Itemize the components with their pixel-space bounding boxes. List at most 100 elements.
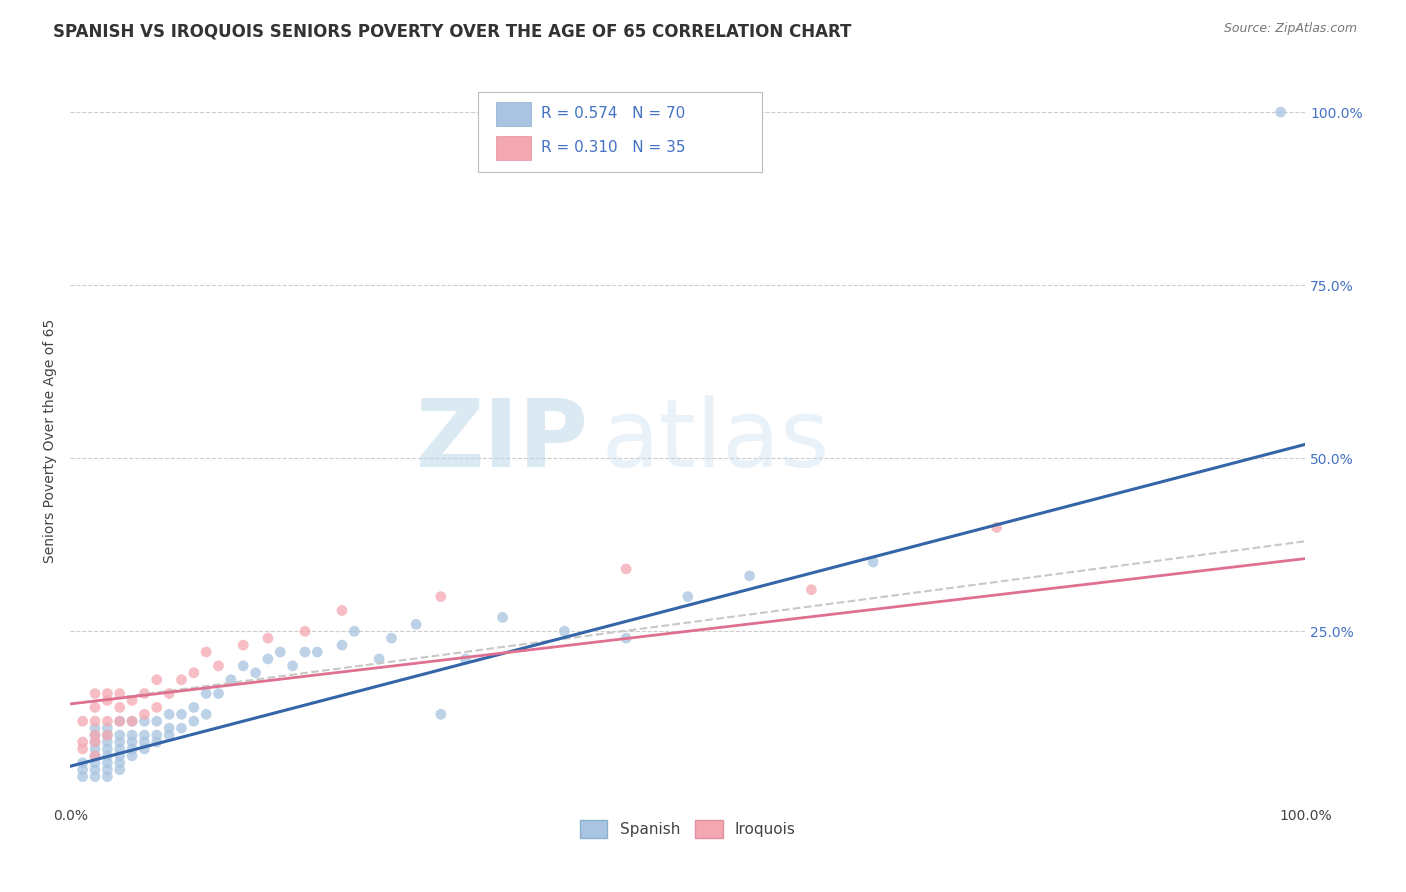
FancyBboxPatch shape	[496, 103, 531, 126]
Point	[183, 665, 205, 680]
Point	[157, 707, 180, 722]
Legend: Spanish, Iroquois: Spanish, Iroquois	[574, 814, 801, 844]
Text: SPANISH VS IROQUOIS SENIORS POVERTY OVER THE AGE OF 65 CORRELATION CHART: SPANISH VS IROQUOIS SENIORS POVERTY OVER…	[53, 22, 852, 40]
Point	[108, 735, 131, 749]
Point	[96, 756, 118, 770]
Point	[157, 721, 180, 735]
Point	[72, 756, 94, 770]
Point	[84, 728, 107, 742]
Point	[96, 714, 118, 729]
Text: R = 0.310   N = 35: R = 0.310 N = 35	[541, 140, 685, 154]
Point	[862, 555, 884, 569]
Point	[84, 770, 107, 784]
Point	[72, 770, 94, 784]
Point	[232, 638, 254, 652]
Point	[108, 763, 131, 777]
Point	[108, 714, 131, 729]
Point	[84, 728, 107, 742]
Point	[84, 742, 107, 756]
Point	[121, 735, 143, 749]
Point	[108, 714, 131, 729]
Point	[121, 742, 143, 756]
Point	[207, 658, 229, 673]
Point	[96, 721, 118, 735]
Point	[134, 687, 156, 701]
Point	[257, 652, 280, 666]
Point	[108, 756, 131, 770]
Point	[614, 631, 637, 645]
Point	[146, 714, 169, 729]
Point	[72, 714, 94, 729]
Point	[96, 735, 118, 749]
Point	[269, 645, 291, 659]
Point	[134, 714, 156, 729]
FancyBboxPatch shape	[496, 136, 531, 160]
Point	[134, 735, 156, 749]
Text: Source: ZipAtlas.com: Source: ZipAtlas.com	[1223, 22, 1357, 36]
Point	[108, 728, 131, 742]
Point	[84, 714, 107, 729]
Point	[430, 707, 453, 722]
Point	[121, 728, 143, 742]
Point	[108, 742, 131, 756]
Point	[157, 687, 180, 701]
FancyBboxPatch shape	[478, 92, 762, 172]
Point	[84, 748, 107, 763]
Point	[84, 687, 107, 701]
Point	[307, 645, 329, 659]
Point	[84, 735, 107, 749]
Point	[96, 728, 118, 742]
Point	[368, 652, 391, 666]
Point	[207, 687, 229, 701]
Point	[84, 763, 107, 777]
Point	[121, 714, 143, 729]
Point	[195, 707, 218, 722]
Point	[676, 590, 699, 604]
Point	[800, 582, 823, 597]
Point	[96, 687, 118, 701]
Point	[245, 665, 267, 680]
Point	[454, 652, 477, 666]
Point	[96, 728, 118, 742]
Point	[84, 756, 107, 770]
Point	[121, 693, 143, 707]
Point	[96, 742, 118, 756]
Point	[1270, 105, 1292, 120]
Text: R = 0.574   N = 70: R = 0.574 N = 70	[541, 106, 685, 121]
Point	[146, 735, 169, 749]
Point	[294, 645, 316, 659]
Point	[614, 562, 637, 576]
Point	[343, 624, 366, 639]
Point	[134, 728, 156, 742]
Point	[183, 714, 205, 729]
Point	[281, 658, 304, 673]
Point	[134, 742, 156, 756]
Point	[430, 590, 453, 604]
Point	[257, 631, 280, 645]
Point	[294, 624, 316, 639]
Text: atlas: atlas	[602, 395, 830, 487]
Point	[108, 700, 131, 714]
Point	[219, 673, 242, 687]
Point	[738, 569, 761, 583]
Point	[195, 687, 218, 701]
Point	[108, 687, 131, 701]
Point	[84, 748, 107, 763]
Point	[146, 728, 169, 742]
Point	[72, 742, 94, 756]
Point	[84, 700, 107, 714]
Point	[183, 700, 205, 714]
Point	[380, 631, 402, 645]
Point	[96, 763, 118, 777]
Point	[157, 728, 180, 742]
Point	[170, 707, 193, 722]
Point	[96, 748, 118, 763]
Point	[405, 617, 427, 632]
Point	[96, 693, 118, 707]
Point	[72, 763, 94, 777]
Point	[232, 658, 254, 673]
Point	[491, 610, 513, 624]
Point	[84, 735, 107, 749]
Point	[195, 645, 218, 659]
Y-axis label: Seniors Poverty Over the Age of 65: Seniors Poverty Over the Age of 65	[44, 318, 58, 563]
